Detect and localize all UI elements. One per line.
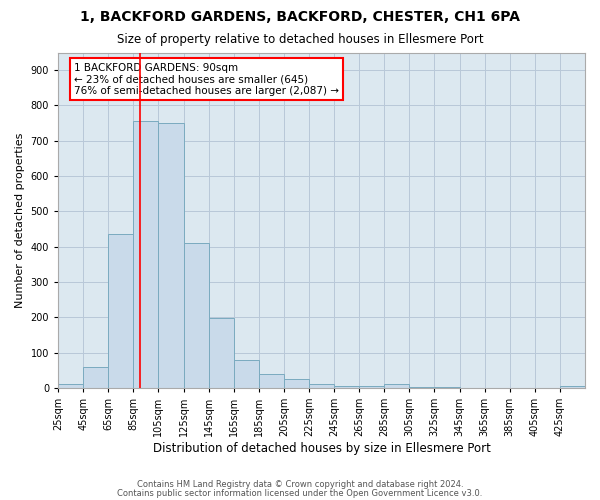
Bar bbox=[334, 386, 359, 388]
Bar bbox=[259, 374, 284, 388]
Bar bbox=[434, 387, 460, 388]
Bar bbox=[409, 387, 434, 388]
Y-axis label: Number of detached properties: Number of detached properties bbox=[15, 132, 25, 308]
Bar bbox=[158, 123, 184, 388]
Text: Size of property relative to detached houses in Ellesmere Port: Size of property relative to detached ho… bbox=[116, 32, 484, 46]
Bar bbox=[560, 386, 585, 388]
Text: 1, BACKFORD GARDENS, BACKFORD, CHESTER, CH1 6PA: 1, BACKFORD GARDENS, BACKFORD, CHESTER, … bbox=[80, 10, 520, 24]
Bar bbox=[184, 243, 209, 388]
Text: 1 BACKFORD GARDENS: 90sqm
← 23% of detached houses are smaller (645)
76% of semi: 1 BACKFORD GARDENS: 90sqm ← 23% of detac… bbox=[74, 62, 339, 96]
Bar bbox=[359, 386, 384, 388]
Bar bbox=[133, 122, 158, 388]
Bar bbox=[234, 360, 259, 388]
Bar bbox=[58, 384, 83, 388]
Bar bbox=[209, 318, 234, 388]
X-axis label: Distribution of detached houses by size in Ellesmere Port: Distribution of detached houses by size … bbox=[152, 442, 490, 455]
Text: Contains HM Land Registry data © Crown copyright and database right 2024.: Contains HM Land Registry data © Crown c… bbox=[137, 480, 463, 489]
Bar bbox=[108, 234, 133, 388]
Bar bbox=[384, 384, 409, 388]
Bar bbox=[83, 366, 108, 388]
Bar bbox=[284, 379, 309, 388]
Text: Contains public sector information licensed under the Open Government Licence v3: Contains public sector information licen… bbox=[118, 488, 482, 498]
Bar bbox=[309, 384, 334, 388]
